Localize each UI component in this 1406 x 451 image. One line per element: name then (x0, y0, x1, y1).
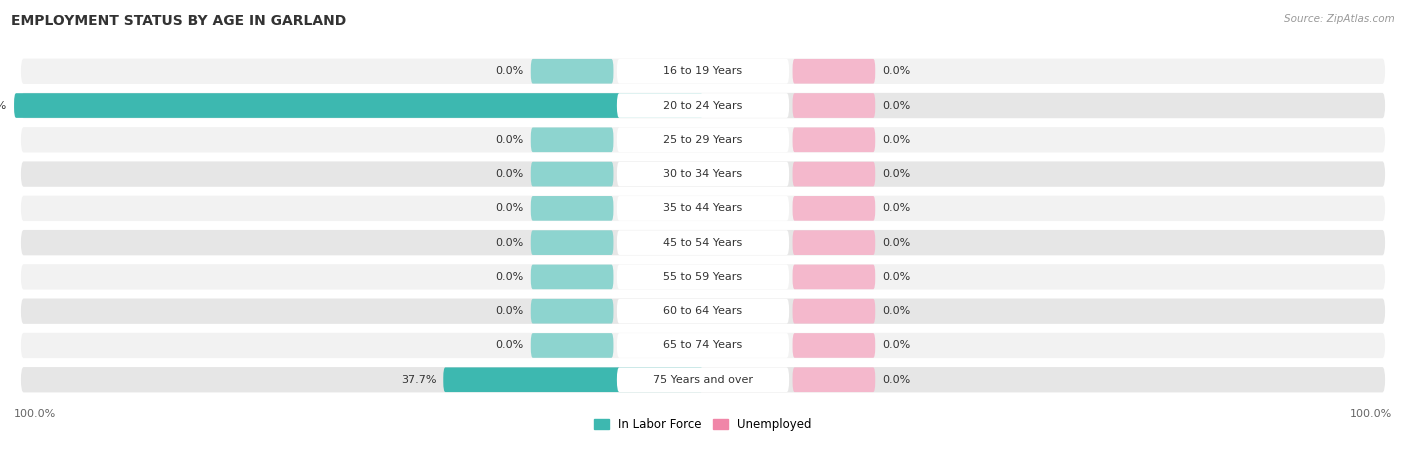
FancyBboxPatch shape (617, 59, 789, 83)
Text: 0.0%: 0.0% (496, 66, 524, 76)
Text: 0.0%: 0.0% (882, 169, 910, 179)
FancyBboxPatch shape (793, 93, 875, 118)
FancyBboxPatch shape (793, 265, 875, 289)
Text: 0.0%: 0.0% (882, 66, 910, 76)
Text: 35 to 44 Years: 35 to 44 Years (664, 203, 742, 213)
Text: 0.0%: 0.0% (882, 238, 910, 248)
FancyBboxPatch shape (617, 368, 789, 392)
Text: 100.0%: 100.0% (0, 101, 7, 110)
FancyBboxPatch shape (793, 196, 875, 221)
FancyBboxPatch shape (793, 59, 875, 83)
FancyBboxPatch shape (617, 265, 789, 289)
FancyBboxPatch shape (531, 128, 613, 152)
FancyBboxPatch shape (617, 230, 789, 255)
FancyBboxPatch shape (793, 368, 875, 392)
Text: 100.0%: 100.0% (14, 409, 56, 419)
FancyBboxPatch shape (793, 299, 875, 323)
FancyBboxPatch shape (21, 161, 1385, 187)
Text: 0.0%: 0.0% (882, 375, 910, 385)
FancyBboxPatch shape (793, 128, 875, 152)
Text: 55 to 59 Years: 55 to 59 Years (664, 272, 742, 282)
Text: 100.0%: 100.0% (1350, 409, 1392, 419)
Text: EMPLOYMENT STATUS BY AGE IN GARLAND: EMPLOYMENT STATUS BY AGE IN GARLAND (11, 14, 346, 28)
FancyBboxPatch shape (443, 368, 703, 392)
FancyBboxPatch shape (21, 264, 1385, 290)
FancyBboxPatch shape (617, 128, 789, 152)
FancyBboxPatch shape (617, 93, 789, 118)
Text: 65 to 74 Years: 65 to 74 Years (664, 341, 742, 350)
FancyBboxPatch shape (531, 333, 613, 358)
FancyBboxPatch shape (617, 333, 789, 358)
Text: 25 to 29 Years: 25 to 29 Years (664, 135, 742, 145)
FancyBboxPatch shape (793, 162, 875, 186)
Text: 0.0%: 0.0% (496, 272, 524, 282)
FancyBboxPatch shape (793, 333, 875, 358)
FancyBboxPatch shape (617, 162, 789, 186)
FancyBboxPatch shape (531, 230, 613, 255)
Text: 0.0%: 0.0% (496, 306, 524, 316)
Text: 0.0%: 0.0% (882, 341, 910, 350)
FancyBboxPatch shape (21, 299, 1385, 324)
Text: 0.0%: 0.0% (496, 135, 524, 145)
FancyBboxPatch shape (531, 265, 613, 289)
FancyBboxPatch shape (793, 230, 875, 255)
Text: 0.0%: 0.0% (882, 203, 910, 213)
Text: 0.0%: 0.0% (882, 101, 910, 110)
Text: 16 to 19 Years: 16 to 19 Years (664, 66, 742, 76)
FancyBboxPatch shape (617, 196, 789, 221)
FancyBboxPatch shape (531, 196, 613, 221)
Text: 0.0%: 0.0% (882, 135, 910, 145)
FancyBboxPatch shape (21, 367, 1385, 392)
Text: 0.0%: 0.0% (882, 272, 910, 282)
FancyBboxPatch shape (21, 59, 1385, 84)
Text: 60 to 64 Years: 60 to 64 Years (664, 306, 742, 316)
Text: Source: ZipAtlas.com: Source: ZipAtlas.com (1284, 14, 1395, 23)
Text: 75 Years and over: 75 Years and over (652, 375, 754, 385)
Text: 20 to 24 Years: 20 to 24 Years (664, 101, 742, 110)
FancyBboxPatch shape (21, 333, 1385, 358)
FancyBboxPatch shape (21, 196, 1385, 221)
FancyBboxPatch shape (617, 299, 789, 323)
FancyBboxPatch shape (531, 59, 613, 83)
FancyBboxPatch shape (21, 127, 1385, 152)
Text: 30 to 34 Years: 30 to 34 Years (664, 169, 742, 179)
Text: 45 to 54 Years: 45 to 54 Years (664, 238, 742, 248)
Legend: In Labor Force, Unemployed: In Labor Force, Unemployed (589, 413, 817, 436)
FancyBboxPatch shape (21, 93, 1385, 118)
FancyBboxPatch shape (21, 230, 1385, 255)
FancyBboxPatch shape (531, 299, 613, 323)
Text: 0.0%: 0.0% (496, 341, 524, 350)
Text: 37.7%: 37.7% (401, 375, 436, 385)
Text: 0.0%: 0.0% (496, 238, 524, 248)
Text: 0.0%: 0.0% (496, 203, 524, 213)
Text: 0.0%: 0.0% (496, 169, 524, 179)
FancyBboxPatch shape (14, 93, 703, 118)
Text: 0.0%: 0.0% (882, 306, 910, 316)
FancyBboxPatch shape (531, 162, 613, 186)
